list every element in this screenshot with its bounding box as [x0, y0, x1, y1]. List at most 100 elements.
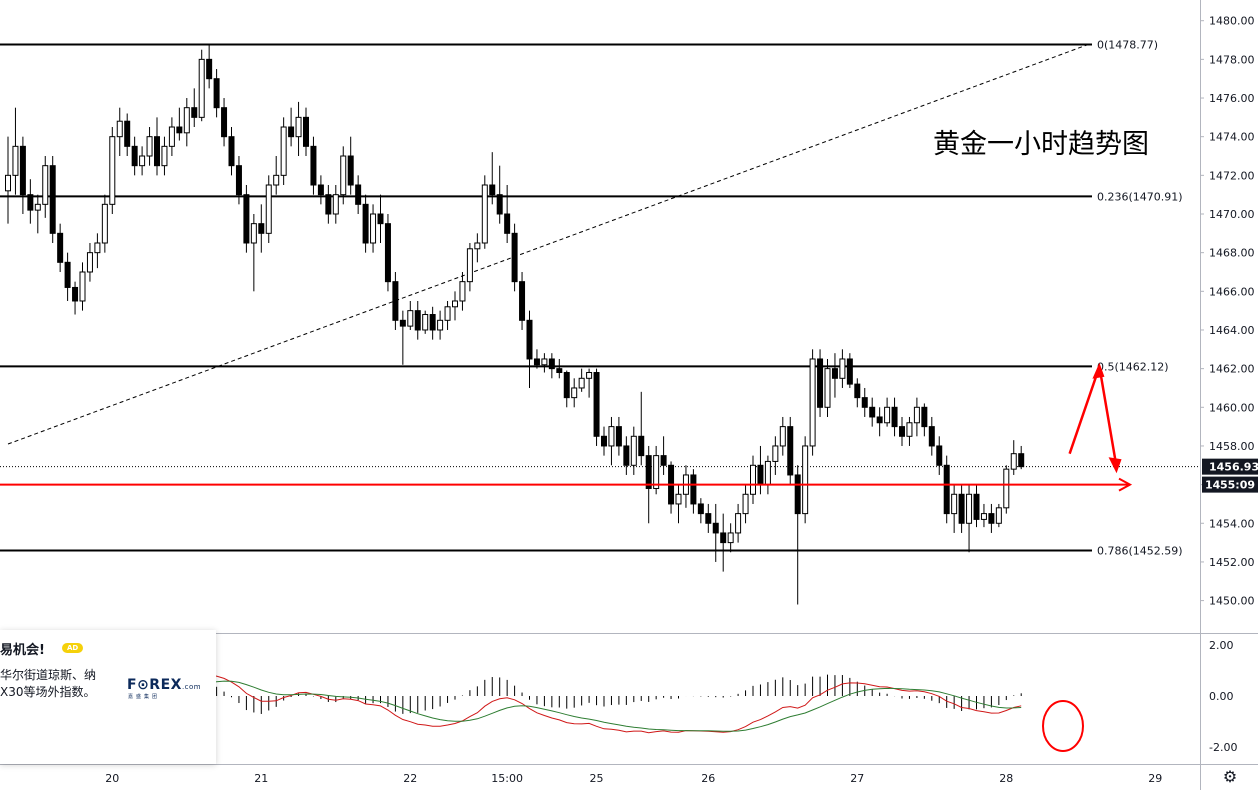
- candle-body: [802, 445, 809, 515]
- logo-subtitle: 嘉盛集团: [128, 694, 161, 700]
- candle: [735, 503, 742, 543]
- candle: [273, 156, 280, 195]
- candle-body: [817, 358, 824, 408]
- candle-body: [757, 464, 764, 486]
- candle: [139, 146, 146, 176]
- candle: [489, 152, 496, 205]
- candle-body: [586, 372, 593, 379]
- candle: [690, 469, 697, 514]
- candle: [921, 403, 928, 437]
- candle: [198, 49, 205, 122]
- candle-body: [623, 445, 630, 466]
- candle-body: [1010, 453, 1017, 470]
- candle: [481, 175, 488, 249]
- candle-body: [124, 120, 131, 147]
- candle: [57, 223, 64, 272]
- candle-body: [556, 368, 563, 374]
- fib-level-label: 0.786(1452.59): [1097, 545, 1183, 558]
- candle: [541, 353, 548, 373]
- candle-body: [548, 358, 555, 370]
- candle: [452, 291, 458, 321]
- macd-tick-label: -2.00: [1209, 741, 1237, 754]
- candle-body: [720, 532, 727, 544]
- candle-body: [846, 358, 853, 385]
- candle: [362, 194, 369, 253]
- candle: [265, 175, 272, 243]
- price-tick-label: 1476.00: [1209, 92, 1255, 105]
- candle-body: [191, 107, 198, 118]
- current-price-badge: [1202, 458, 1258, 475]
- candle: [437, 310, 444, 340]
- candle: [995, 503, 1002, 528]
- candle: [936, 436, 943, 475]
- candle: [943, 455, 950, 524]
- candle: [787, 416, 794, 485]
- candle: [727, 523, 734, 553]
- candle: [980, 503, 987, 528]
- candle-body: [79, 271, 86, 302]
- candle: [161, 136, 168, 176]
- candle-body: [146, 136, 153, 157]
- candle-body: [653, 455, 660, 489]
- candle: [928, 416, 935, 456]
- candle-body: [347, 155, 354, 186]
- current-price-value: 1456.93: [1209, 461, 1258, 474]
- candle: [861, 387, 868, 417]
- candle: [511, 223, 518, 292]
- candle-body: [705, 513, 712, 524]
- candle: [630, 426, 637, 475]
- candle-body: [779, 426, 786, 447]
- macd-tick-label: 2.00: [1209, 639, 1234, 652]
- candle: [586, 368, 593, 398]
- candle: [116, 107, 123, 157]
- candle: [280, 117, 287, 186]
- price-tick-label: 1478.00: [1209, 53, 1255, 66]
- ad-panel[interactable]: 易机会! AD 华尔街道琼斯、纳 X30等场外指数。 F⊙REX.com 嘉盛集…: [0, 630, 216, 764]
- candle-body: [772, 445, 779, 462]
- candle-body: [168, 126, 175, 147]
- candle: [764, 455, 771, 495]
- candle: [742, 484, 749, 524]
- price-tick-label: 1462.00: [1209, 363, 1255, 376]
- candle-body: [303, 116, 309, 147]
- ad-line-1: 华尔街道琼斯、纳: [0, 668, 97, 682]
- candle-body: [109, 136, 116, 205]
- candle: [317, 175, 324, 205]
- candle-body: [161, 145, 168, 167]
- candle: [951, 484, 958, 533]
- candle-body: [995, 507, 1002, 524]
- candle: [49, 156, 56, 243]
- candle-body: [489, 184, 496, 196]
- candle-body: [474, 242, 481, 250]
- candle-body: [64, 261, 71, 288]
- candle: [221, 98, 228, 147]
- candle-body: [213, 78, 220, 109]
- candle: [19, 136, 26, 214]
- candle: [392, 271, 399, 330]
- time-tick-label: 29: [1148, 772, 1162, 785]
- candle-body: [966, 493, 973, 524]
- forex-logo[interactable]: F⊙REX.com: [127, 677, 201, 693]
- candle: [802, 436, 809, 524]
- candle-body: [913, 406, 920, 424]
- candle: [638, 391, 645, 466]
- candle: [891, 397, 898, 437]
- candle-body: [809, 358, 816, 447]
- candle-body: [519, 281, 526, 321]
- price-tick-label: 1450.00: [1209, 595, 1255, 608]
- candle: [712, 503, 719, 562]
- gear-icon[interactable]: ⚙: [1222, 767, 1238, 786]
- candle: [772, 436, 779, 475]
- candle: [94, 233, 101, 269]
- candle: [1003, 465, 1010, 514]
- candle-body: [824, 368, 831, 408]
- candle: [779, 416, 786, 456]
- candle-body: [958, 493, 965, 524]
- candle-body: [221, 107, 228, 138]
- candle-body: [265, 184, 272, 234]
- candle-body: [735, 513, 742, 534]
- price-tick-label: 1458.00: [1209, 440, 1255, 453]
- time-tick-label: 25: [590, 772, 604, 785]
